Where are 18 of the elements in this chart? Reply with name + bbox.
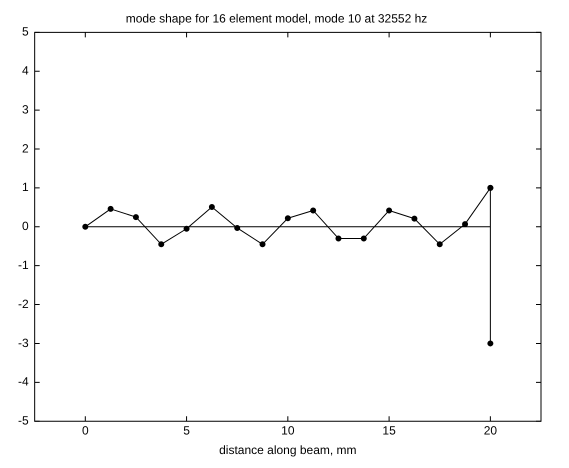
y-tick-label: -1 (18, 258, 29, 272)
y-tick-label: 5 (22, 24, 29, 39)
x-tick-label: 0 (82, 424, 89, 438)
y-tick-label: 1 (22, 180, 29, 194)
y-tick-label: -2 (18, 296, 29, 311)
y-tick-label: -4 (18, 374, 29, 389)
y-tick-label: -5 (18, 414, 29, 428)
y-tick-label: 2 (22, 141, 29, 156)
y-tick-label: 0 (22, 219, 29, 234)
chart-title: mode shape for 16 element model, mode 10 at 32552 hz (126, 12, 428, 26)
y-tick-label: 3 (22, 102, 29, 116)
x-tick-label: 10 (281, 424, 295, 438)
x-tick-label: 15 (382, 424, 396, 438)
x-axis-title: distance along beam, mm (219, 443, 357, 458)
y-tick-label: -3 (18, 336, 29, 350)
y-tick-label: 4 (22, 64, 29, 78)
x-tick-label: 5 (183, 424, 190, 438)
x-tick-label: 20 (484, 424, 498, 438)
